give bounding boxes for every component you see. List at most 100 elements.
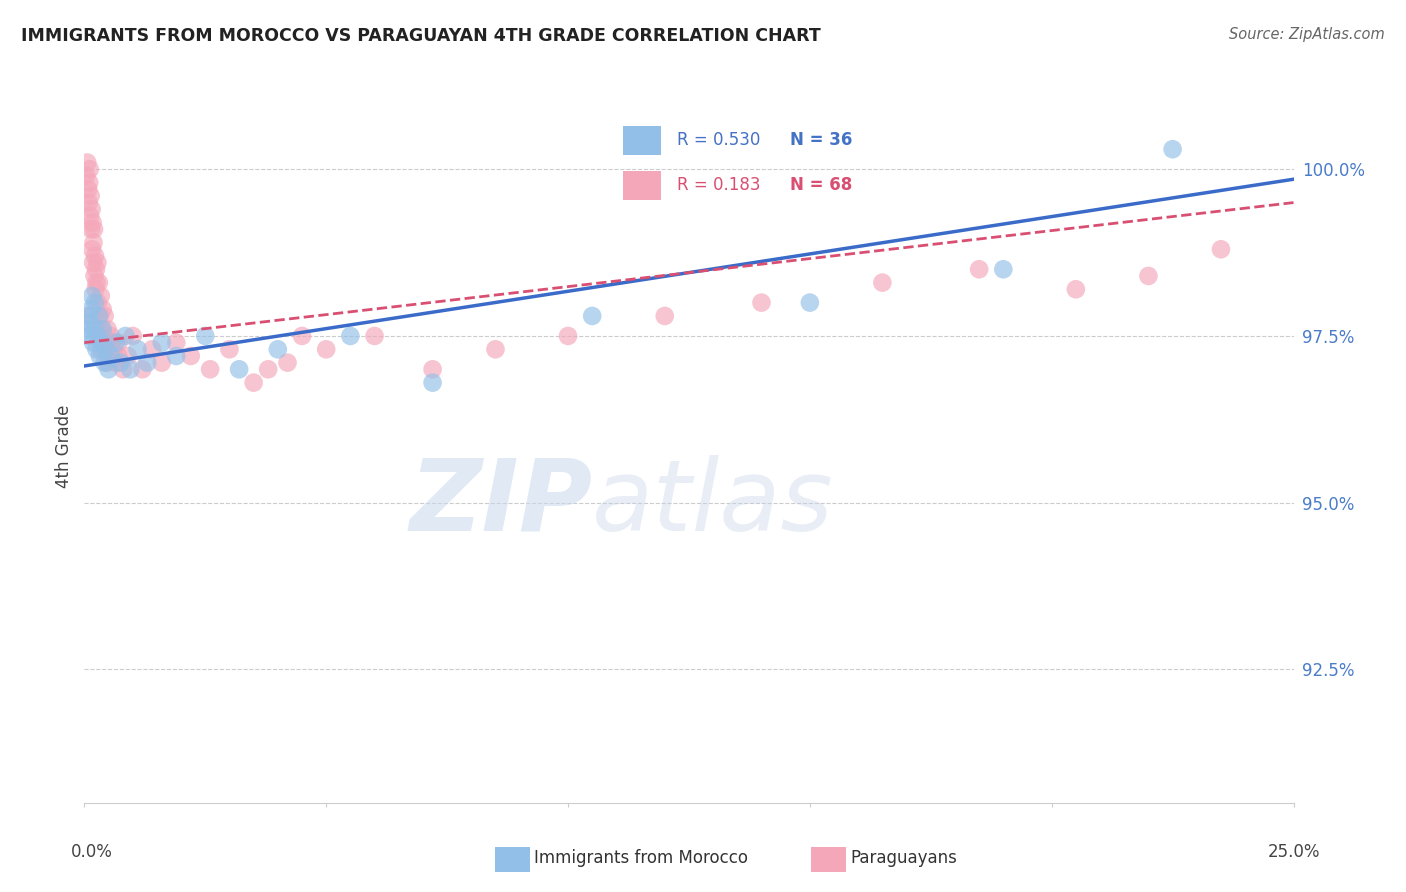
Point xyxy=(86,276,108,290)
Point xyxy=(77,309,100,323)
Point xyxy=(79,209,101,223)
Point xyxy=(1209,242,1232,256)
Point xyxy=(107,335,129,350)
Point xyxy=(97,349,120,363)
Point xyxy=(93,356,115,370)
Point xyxy=(79,189,101,203)
Y-axis label: 4th Grade: 4th Grade xyxy=(55,404,73,488)
Point xyxy=(422,376,444,390)
Point xyxy=(82,289,104,303)
Point xyxy=(83,322,105,336)
Point xyxy=(80,309,103,323)
Point xyxy=(82,242,104,256)
Point xyxy=(136,356,159,370)
Point xyxy=(103,343,125,357)
Text: R = 0.530: R = 0.530 xyxy=(678,131,761,149)
Point xyxy=(257,362,280,376)
Point xyxy=(87,295,110,310)
Point xyxy=(79,316,101,330)
Point xyxy=(104,356,127,370)
Point xyxy=(97,356,120,370)
Point xyxy=(79,162,101,177)
Point xyxy=(77,329,100,343)
Point xyxy=(84,262,107,277)
Point xyxy=(751,295,773,310)
Point xyxy=(112,362,135,376)
Point xyxy=(87,276,110,290)
Text: 0.0%: 0.0% xyxy=(70,843,112,861)
Point xyxy=(94,335,117,350)
Point xyxy=(242,376,264,390)
Text: Immigrants from Morocco: Immigrants from Morocco xyxy=(534,849,748,867)
Point xyxy=(77,182,100,196)
Text: N = 36: N = 36 xyxy=(790,131,852,149)
Text: R = 0.183: R = 0.183 xyxy=(678,177,761,194)
Bar xyxy=(623,126,661,154)
Point xyxy=(150,356,173,370)
Point xyxy=(267,343,290,357)
Point xyxy=(484,343,506,357)
Point xyxy=(141,343,163,357)
Point xyxy=(121,329,143,343)
Point xyxy=(83,222,105,236)
Text: ZIP: ZIP xyxy=(409,455,592,551)
Text: 25.0%: 25.0% xyxy=(1267,843,1320,861)
Point xyxy=(90,343,112,357)
Point xyxy=(87,309,110,323)
Point xyxy=(87,329,110,343)
Point xyxy=(557,329,579,343)
Point xyxy=(97,322,120,336)
Point xyxy=(218,343,240,357)
Point xyxy=(90,289,112,303)
Point xyxy=(80,222,103,236)
Point xyxy=(127,343,149,357)
Point xyxy=(82,335,104,350)
Point xyxy=(83,268,105,283)
Point xyxy=(84,295,107,310)
Point xyxy=(1137,268,1160,283)
Point xyxy=(100,349,122,363)
Point xyxy=(87,322,110,336)
Point xyxy=(654,309,676,323)
Point xyxy=(97,362,120,376)
Point xyxy=(165,349,187,363)
Point xyxy=(1161,142,1184,156)
Point xyxy=(100,335,122,350)
Point xyxy=(91,302,114,317)
Point xyxy=(90,335,112,350)
Point xyxy=(107,349,129,363)
Point xyxy=(91,322,114,336)
Point xyxy=(75,169,97,183)
Point xyxy=(93,309,115,323)
Point xyxy=(1064,282,1087,296)
Text: N = 68: N = 68 xyxy=(790,177,852,194)
Point xyxy=(86,343,108,357)
Point xyxy=(422,362,444,376)
Point xyxy=(872,276,894,290)
Point xyxy=(198,362,221,376)
Point xyxy=(83,235,105,250)
Point xyxy=(80,302,103,317)
Point xyxy=(90,322,112,336)
Point xyxy=(180,349,202,363)
Point xyxy=(276,356,298,370)
Point xyxy=(94,343,117,357)
Point xyxy=(114,329,136,343)
Point xyxy=(82,216,104,230)
Text: Paraguayans: Paraguayans xyxy=(851,849,957,867)
Point xyxy=(82,255,104,269)
Text: IMMIGRANTS FROM MOROCCO VS PARAGUAYAN 4TH GRADE CORRELATION CHART: IMMIGRANTS FROM MOROCCO VS PARAGUAYAN 4T… xyxy=(21,27,821,45)
Point xyxy=(581,309,603,323)
Point xyxy=(799,295,821,310)
Point xyxy=(165,335,187,350)
Point xyxy=(77,176,100,190)
Point xyxy=(84,249,107,263)
Point xyxy=(363,329,385,343)
Point xyxy=(194,329,217,343)
Point xyxy=(84,282,107,296)
Point xyxy=(120,362,142,376)
Point xyxy=(131,362,153,376)
Point xyxy=(89,309,111,323)
Point xyxy=(86,255,108,269)
Point xyxy=(89,349,111,363)
